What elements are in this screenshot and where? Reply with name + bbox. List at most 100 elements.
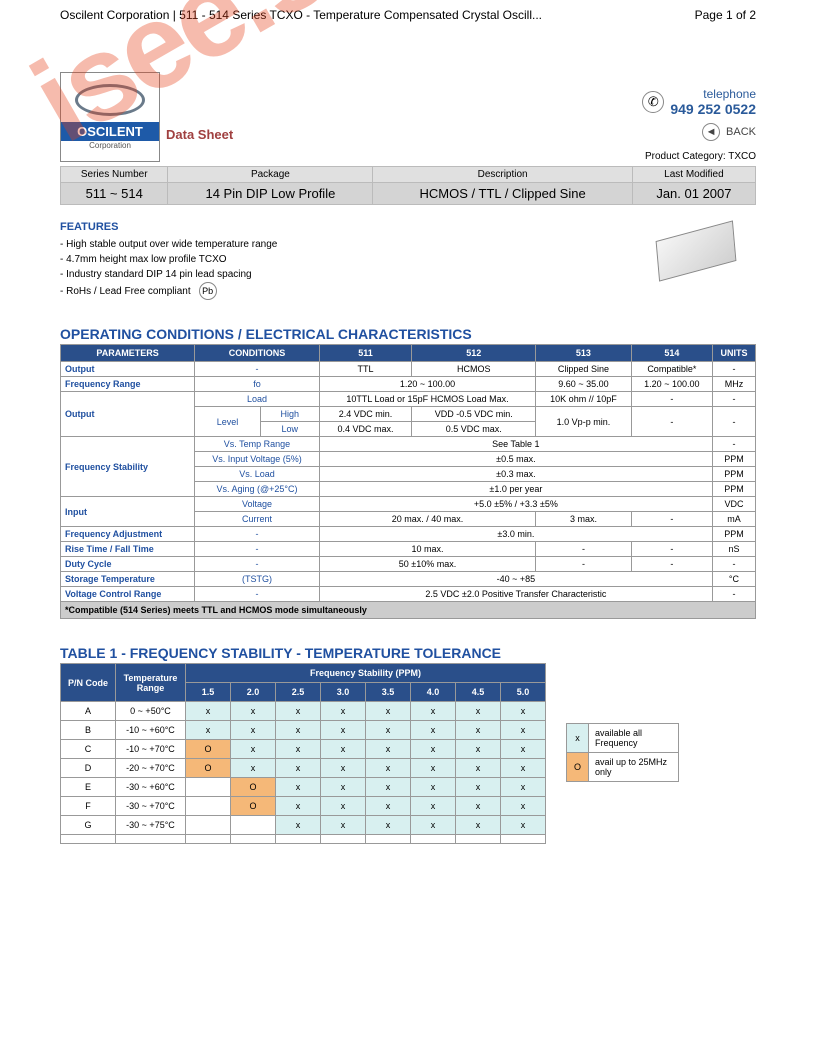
section-operating: OPERATING CONDITIONS / ELECTRICAL CHARAC…: [60, 326, 756, 342]
specs-cell: -40 ~ +85: [319, 572, 712, 587]
t1-cell: O: [231, 797, 276, 816]
specs-header: 513: [536, 345, 631, 362]
specs-cond: -: [195, 527, 320, 542]
t1-cell: x: [456, 778, 501, 797]
hdr-col: Package: [168, 167, 373, 183]
specs-cond: Voltage: [195, 497, 320, 512]
hdr-col: Last Modified: [632, 167, 755, 183]
t1-col: 3.0: [321, 683, 366, 702]
specs-cell: ±0.3 max.: [319, 467, 712, 482]
specs-cell: 9.60 ~ 35.00: [536, 377, 631, 392]
specs-cell: 10TTL Load or 15pF HCMOS Load Max.: [319, 392, 535, 407]
t1-cell: x: [411, 759, 456, 778]
specs-cell: See Table 1: [319, 437, 712, 452]
specs-footnote: *Compatible (514 Series) meets TTL and H…: [60, 602, 756, 619]
t1-cell: x: [411, 740, 456, 759]
pb-icon: Pb: [199, 282, 217, 300]
hdr-val: 14 Pin DIP Low Profile: [168, 183, 373, 205]
header-title: Oscilent Corporation | 511 - 514 Series …: [60, 8, 542, 22]
t1-cell: x: [501, 740, 546, 759]
specs-param: Frequency Adjustment: [61, 527, 195, 542]
t1-range: 0 ~ +50°C: [116, 702, 186, 721]
t1-cell: [231, 816, 276, 835]
t1-cell: x: [411, 721, 456, 740]
specs-cell: -: [712, 557, 755, 572]
t1-cell: x: [366, 759, 411, 778]
specs-cell: PPM: [712, 452, 755, 467]
t1-cell: x: [501, 759, 546, 778]
specs-cell: -: [712, 437, 755, 452]
t1-code: G: [61, 816, 116, 835]
t1-cell: x: [456, 816, 501, 835]
specs-cond: fo: [195, 377, 320, 392]
t1-col: 3.5: [366, 683, 411, 702]
hdr-val: HCMOS / TTL / Clipped Sine: [373, 183, 632, 205]
phone-number: 949 252 0522: [670, 101, 756, 117]
logo: OSCILENT Corporation: [60, 72, 160, 162]
t1-cell: [186, 835, 231, 844]
t1-cell: O: [231, 778, 276, 797]
specs-cell: nS: [712, 542, 755, 557]
t1-range: -10 ~ +70°C: [116, 740, 186, 759]
t1-cell: x: [456, 721, 501, 740]
specs-cell: HCMOS: [412, 362, 536, 377]
specs-cond: -: [195, 362, 320, 377]
specs-cell: -: [712, 362, 755, 377]
legend-key: x: [567, 724, 589, 753]
t1-cell: x: [321, 816, 366, 835]
t1-cell: [501, 835, 546, 844]
t1-cell: x: [276, 702, 321, 721]
specs-cell: 2.5 VDC ±2.0 Positive Transfer Character…: [319, 587, 712, 602]
t1-cell: x: [321, 759, 366, 778]
specs-cell: -: [712, 587, 755, 602]
back-label: BACK: [726, 126, 756, 138]
t1-range: [116, 835, 186, 844]
specs-cond: Vs. Temp Range: [195, 437, 320, 452]
t1-cell: x: [321, 721, 366, 740]
specs-header: CONDITIONS: [195, 345, 320, 362]
t1-cell: x: [231, 759, 276, 778]
t1-cell: [366, 835, 411, 844]
t1-code: A: [61, 702, 116, 721]
t1-cell: x: [501, 702, 546, 721]
t1-code: C: [61, 740, 116, 759]
specs-cond: Vs. Aging (@+25°C): [195, 482, 320, 497]
specs-cond: Vs. Input Voltage (5%): [195, 452, 320, 467]
t1-cell: x: [366, 797, 411, 816]
t1-header: Frequency Stability (PPM): [186, 664, 546, 683]
specs-param: Frequency Range: [61, 377, 195, 392]
specs-param: Input: [61, 497, 195, 527]
specs-header: 512: [412, 345, 536, 362]
t1-cell: x: [276, 721, 321, 740]
specs-header: 514: [631, 345, 712, 362]
specs-subcond: Low: [260, 422, 319, 437]
hdr-val: Jan. 01 2007: [632, 183, 755, 205]
specs-cell: -: [712, 392, 755, 407]
datasheet-label: Data Sheet: [166, 127, 233, 142]
specs-cell: -: [536, 557, 631, 572]
section-table1: TABLE 1 - FREQUENCY STABILITY - TEMPERAT…: [60, 645, 756, 661]
logo-name: OSCILENT: [61, 122, 159, 141]
t1-header: P/N Code: [61, 664, 116, 702]
specs-cell: -: [631, 392, 712, 407]
specs-cell: 1.20 ~ 100.00: [631, 377, 712, 392]
t1-cell: x: [276, 778, 321, 797]
t1-cell: x: [321, 740, 366, 759]
logo-ring-icon: [75, 84, 145, 116]
t1-col: 4.5: [456, 683, 501, 702]
t1-cell: x: [456, 797, 501, 816]
specs-cell: ±1.0 per year: [319, 482, 712, 497]
hdr-col: Series Number: [61, 167, 168, 183]
specs-cell: Compatible*: [631, 362, 712, 377]
specs-cell: TTL: [319, 362, 412, 377]
page-number: Page 1 of 2: [695, 8, 756, 22]
specs-cell: MHz: [712, 377, 755, 392]
specs-cond: Vs. Load: [195, 467, 320, 482]
back-button[interactable]: ◄ BACK: [642, 123, 756, 141]
page-header: Oscilent Corporation | 511 - 514 Series …: [60, 8, 756, 22]
specs-cond: Load: [195, 392, 320, 407]
t1-cell: x: [501, 721, 546, 740]
specs-cell: PPM: [712, 482, 755, 497]
specs-cond: (TSTG): [195, 572, 320, 587]
t1-cell: x: [231, 721, 276, 740]
